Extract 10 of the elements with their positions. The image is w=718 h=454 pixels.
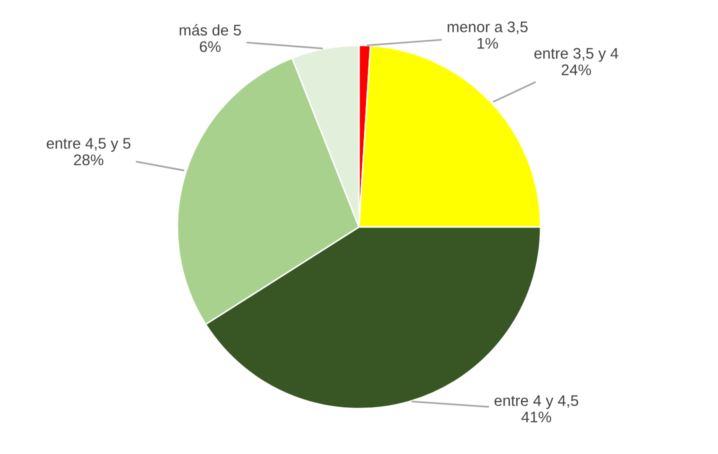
data-label: 6% [200,41,221,52]
data-label: 28% [74,154,104,166]
slice-label: entre 3,5 y 4 [534,48,618,62]
data-label: 41% [521,412,552,422]
slice-label: más de 5 [180,24,241,36]
slice-label: entre 4 y 4,5 [494,395,578,409]
slice-label: menor a 3,5 [448,21,528,34]
slice-label: entre 4,5 y 5 [46,138,130,152]
data-label: 24% [562,64,591,76]
data-label: 1% [478,38,498,49]
